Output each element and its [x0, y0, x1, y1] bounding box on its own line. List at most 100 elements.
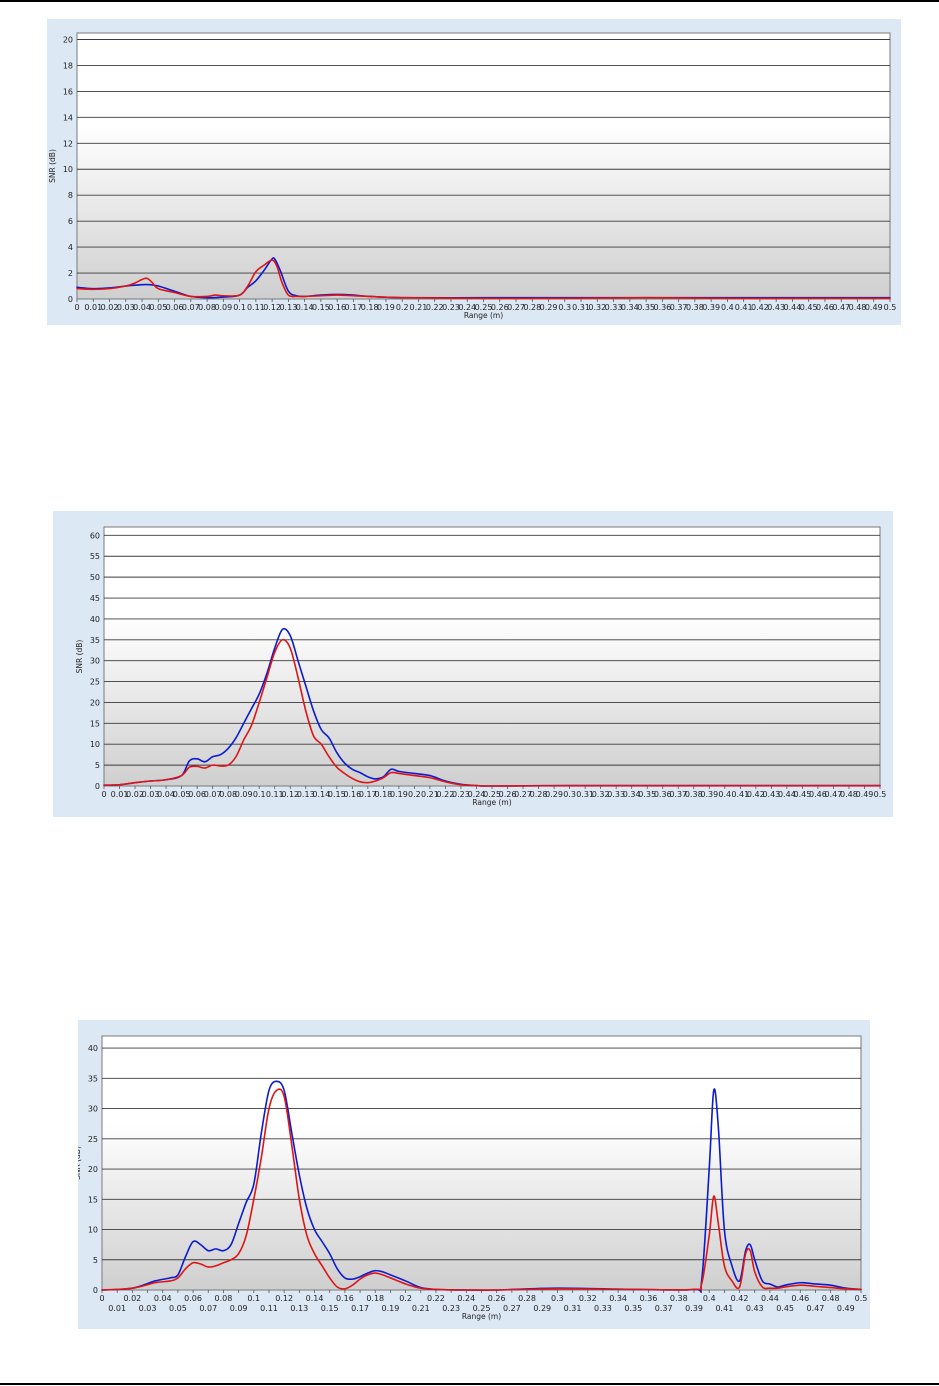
x-tick-label: 0.04 — [157, 790, 175, 799]
x-tick-label: 0.05 — [169, 1304, 187, 1313]
x-tick-label: 0.14 — [296, 303, 314, 312]
x-tick-label: 0.17 — [351, 1304, 369, 1313]
x-tick-label: 0.19 — [382, 1304, 400, 1313]
x-tick-label: 0.39 — [685, 1304, 703, 1313]
x-tick-label: 0.34 — [623, 790, 641, 799]
x-tick-label: 0.01 — [111, 790, 129, 799]
x-tick-label: 0.01 — [108, 1304, 126, 1313]
y-tick-label: 35 — [90, 636, 100, 645]
x-tick-label: 0.36 — [654, 790, 672, 799]
x-tick-label: 0.31 — [576, 790, 594, 799]
x-tick-label: 0.21 — [421, 790, 439, 799]
x-tick-label: 0.24 — [457, 1294, 475, 1303]
x-tick-label: 0.3 — [551, 1294, 564, 1303]
x-tick-label: 0.17 — [359, 790, 377, 799]
x-tick-label: 0.44 — [784, 303, 802, 312]
x-tick-label: 0.25 — [483, 790, 501, 799]
x-tick-label: 0.11 — [266, 790, 284, 799]
x-tick-label: 0.09 — [214, 303, 232, 312]
x-tick-label: 0.16 — [328, 303, 346, 312]
y-tick-label: 0 — [68, 295, 73, 304]
x-tick-label: 0.07 — [182, 303, 200, 312]
x-tick-label: 0.18 — [361, 303, 379, 312]
x-tick-label: 0.13 — [279, 303, 297, 312]
x-tick-label: 0.21 — [410, 303, 428, 312]
chart-3-svg: 0 5 10 15 20 25 30 35 40 0 0.02 0.04 0.06 0.08 0.1 0.12… — [78, 1035, 867, 1321]
y-tick-label: 18 — [63, 61, 73, 70]
y-tick-label: 25 — [90, 678, 100, 687]
x-tick-label: 0.39 — [700, 790, 718, 799]
x-tick-label: 0.08 — [198, 303, 216, 312]
x-tick-label: 0.3 — [558, 303, 571, 312]
y-tick-label: 6 — [68, 217, 73, 226]
x-tick-label: 0.07 — [199, 1304, 217, 1313]
x-tick-label: 0.12 — [263, 303, 281, 312]
y-tick-label: 14 — [63, 113, 73, 122]
x-tick-label: 0.26 — [491, 303, 509, 312]
x-tick-label: 0.4 — [718, 790, 731, 799]
x-tick-label: 0.09 — [235, 790, 253, 799]
x-tick-label: 0.29 — [540, 303, 558, 312]
snr-chart-3: 0 5 10 15 20 25 30 35 40 0 0.02 0.04 0.06 0.08 0.1 0.12… — [78, 1020, 870, 1329]
x-tick-label: 0.49 — [865, 303, 883, 312]
y-tick-label: 12 — [63, 139, 73, 148]
red-series-line — [101, 1088, 862, 1291]
x-tick-label: 0.2 — [408, 790, 421, 799]
x-tick-label: 0.39 — [702, 303, 720, 312]
x-tick-label: 0.41 — [715, 1304, 733, 1313]
x-tick-label: 0.02 — [101, 303, 119, 312]
plot-area — [101, 1035, 862, 1291]
x-tick-label: 0.47 — [825, 790, 843, 799]
x-tick-label: 0.32 — [592, 790, 610, 799]
x-tick-label: 0.07 — [204, 790, 222, 799]
x-tick-label: 0.03 — [142, 790, 160, 799]
x-tick-label: 0.29 — [533, 1304, 551, 1313]
y-tick-label: 15 — [88, 1195, 98, 1204]
x-tick-label: 0.37 — [670, 303, 688, 312]
x-tick-label: 0.33 — [594, 1304, 612, 1313]
x-tick-label: 0 — [99, 1294, 104, 1303]
y-tick-label: 8 — [68, 191, 73, 200]
x-tick-label: 0.02 — [126, 790, 144, 799]
x-tick-label: 0.27 — [507, 303, 525, 312]
x-tick-label: 0.29 — [545, 790, 563, 799]
x-tick-label: 0.37 — [655, 1304, 673, 1313]
x-tick-label: 0.19 — [390, 790, 408, 799]
x-tick-label: 0.14 — [306, 1294, 324, 1303]
x-tick-label: 0.13 — [297, 790, 315, 799]
x-tick-label: 0.48 — [822, 1294, 840, 1303]
x-tick-label: 0.43 — [767, 303, 785, 312]
x-tick-label: 0.42 — [751, 303, 769, 312]
x-tick-label: 0.49 — [837, 1304, 855, 1313]
x-tick-label: 0.36 — [653, 303, 671, 312]
x-tick-label: 0.32 — [588, 303, 606, 312]
y-axis-label: SNR (dB) — [75, 640, 84, 674]
y-tick-label: 45 — [90, 594, 100, 603]
x-tick-label: 0.43 — [746, 1304, 764, 1313]
x-tick-label: 0.03 — [117, 303, 135, 312]
x-tick-label: 0.41 — [731, 790, 749, 799]
y-tick-label: 15 — [90, 719, 100, 728]
x-tick-label: 0.17 — [345, 303, 363, 312]
x-tick-label: 0.04 — [154, 1294, 172, 1303]
x-tick-label: 0.09 — [230, 1304, 248, 1313]
y-tick-label: 10 — [63, 165, 73, 174]
x-tick-label: 0.1 — [233, 303, 246, 312]
y-tick-label: 5 — [93, 1256, 98, 1265]
x-tick-label: 0.46 — [816, 303, 834, 312]
x-tick-label: 0.27 — [514, 790, 532, 799]
y-tick-label: 10 — [88, 1226, 98, 1235]
y-tick-label: 20 — [90, 698, 100, 707]
y-tick-label: 30 — [88, 1105, 98, 1114]
x-tick-label: 0.35 — [637, 303, 655, 312]
x-tick-label: 0.22 — [427, 1294, 445, 1303]
y-tick-label: 10 — [90, 740, 100, 749]
x-tick-label: 0.03 — [139, 1304, 157, 1313]
y-tick-label: 25 — [88, 1135, 98, 1144]
x-tick-label: 0.47 — [832, 303, 850, 312]
x-tick-label: 0.04 — [133, 303, 151, 312]
x-tick-label: 0.28 — [530, 790, 548, 799]
y-tick-label: 20 — [63, 35, 73, 44]
x-tick-label: 0.46 — [791, 1294, 809, 1303]
x-tick-label: 0.45 — [776, 1304, 794, 1313]
